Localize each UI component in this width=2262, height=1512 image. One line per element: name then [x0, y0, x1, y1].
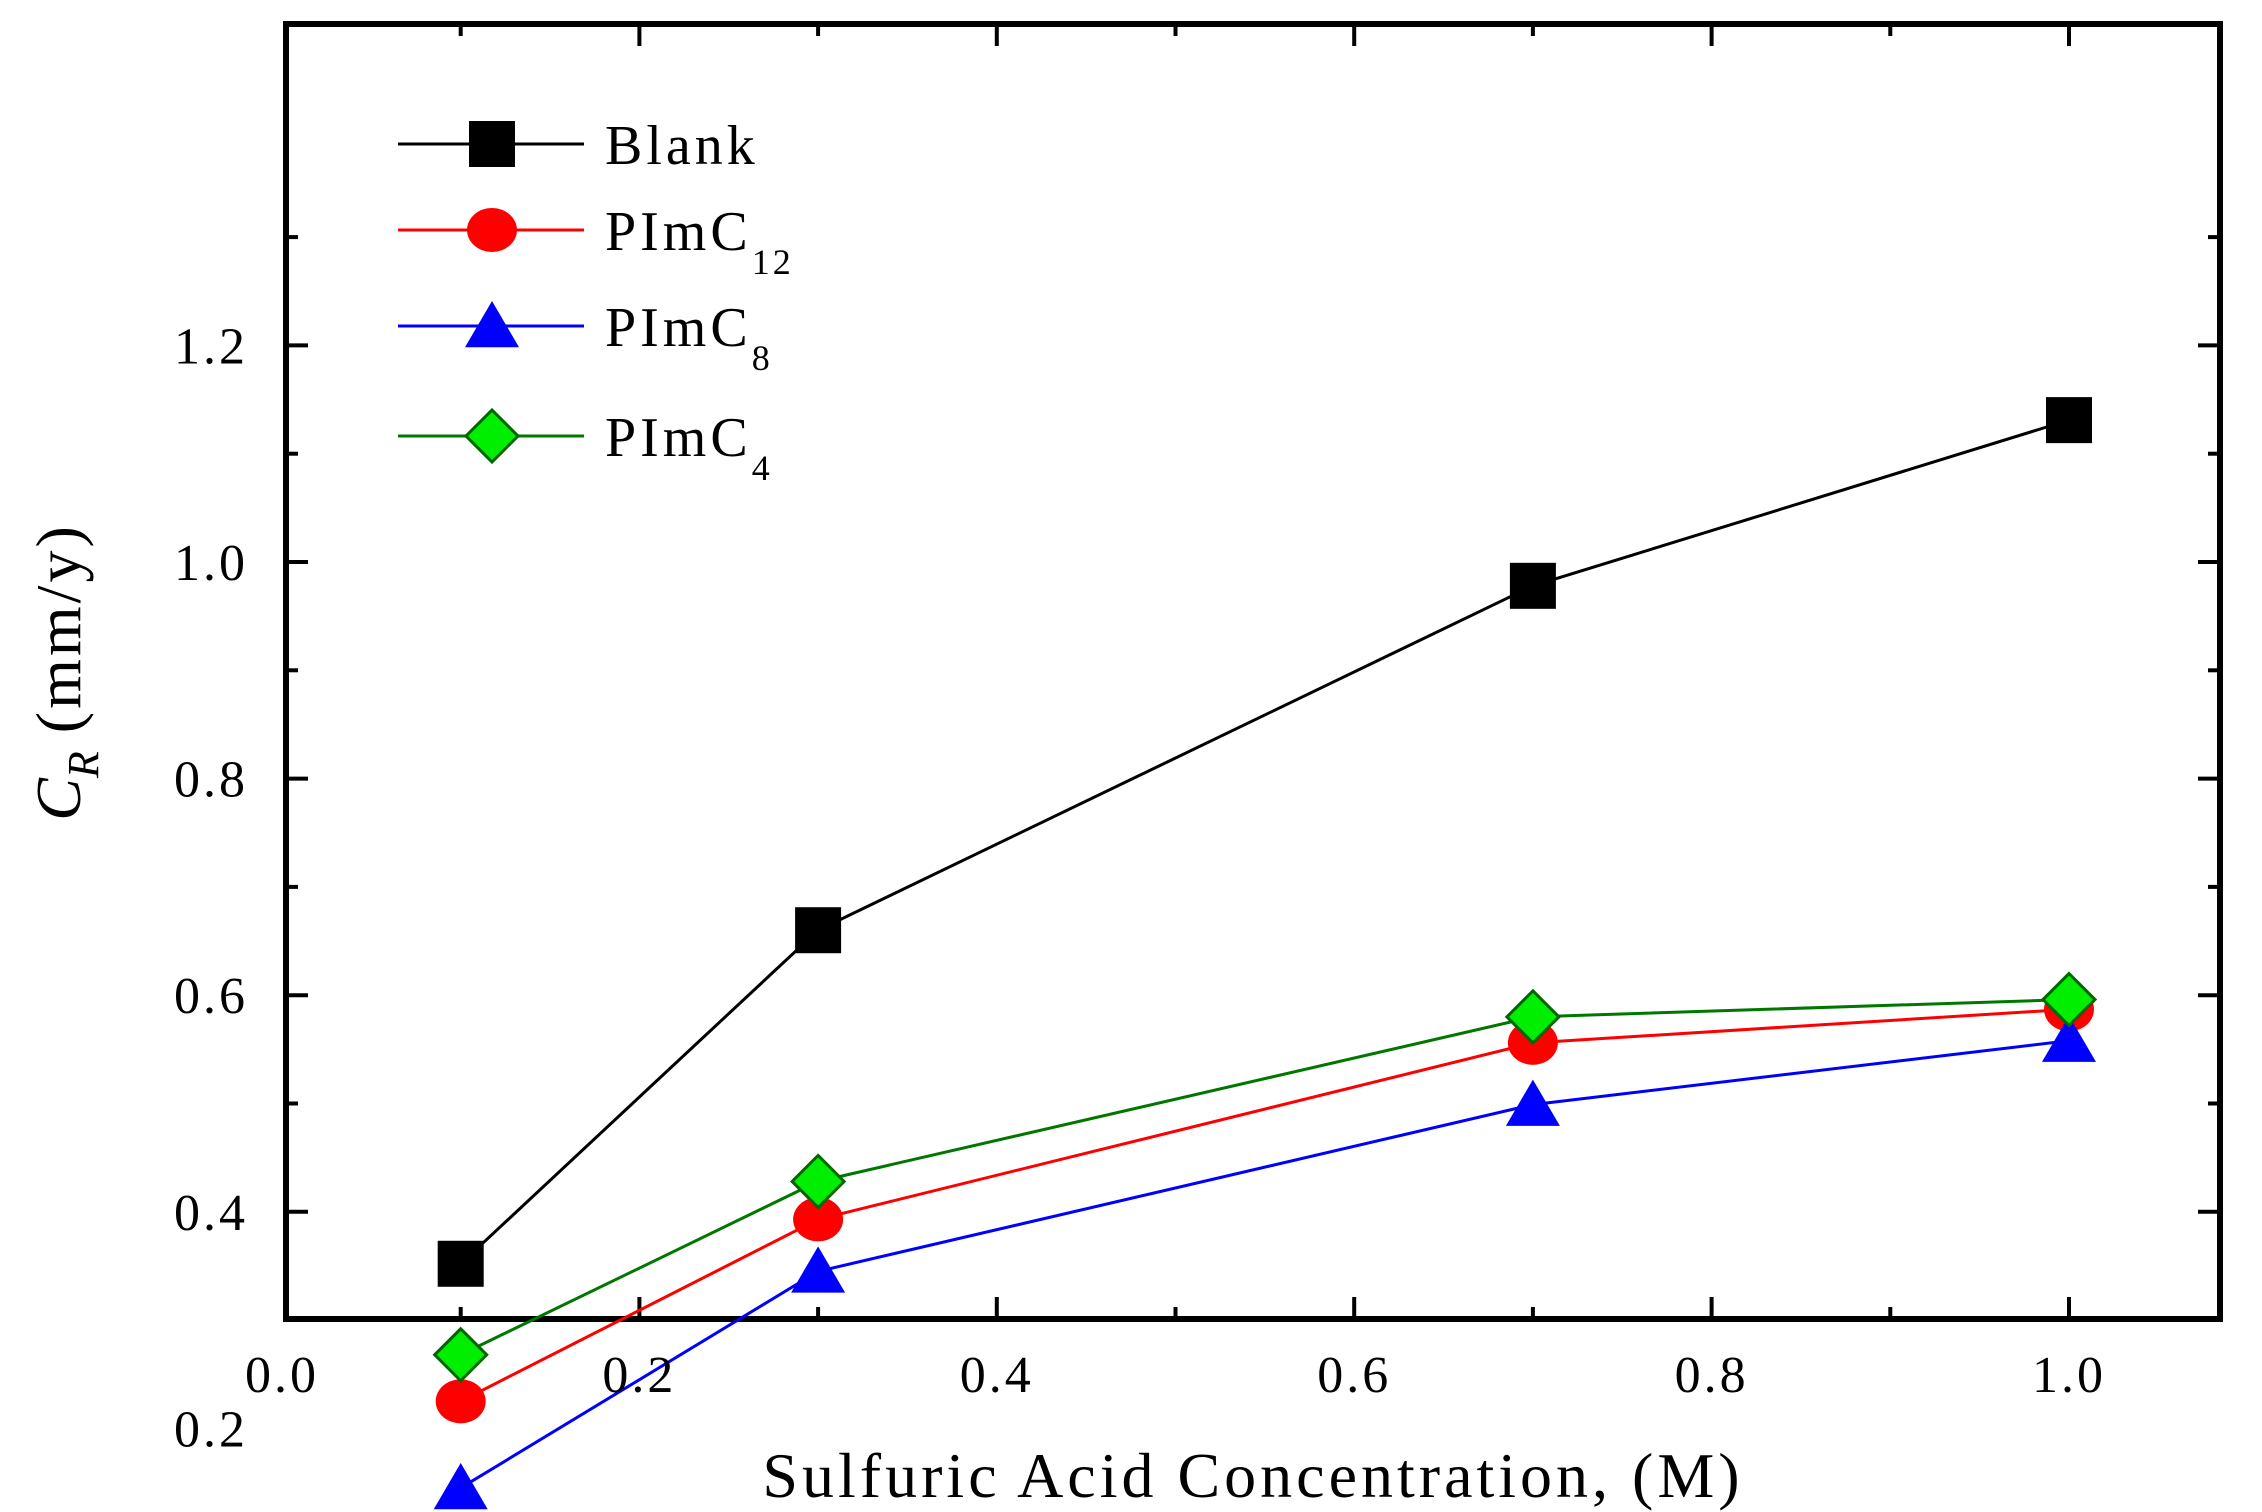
legend-label: Blank: [605, 115, 759, 177]
data-point-circle: [467, 208, 517, 252]
legend-label-base: PImC: [605, 201, 752, 263]
y-axis-title-subscript: R: [59, 751, 108, 779]
data-point-triangle: [433, 1462, 488, 1510]
series-lines: [459, 418, 2070, 1490]
x-tick-label: 0.4: [960, 1347, 1034, 1404]
y-tick-label: 0.2: [174, 1401, 248, 1458]
y-tick-label: 1.0: [174, 535, 248, 592]
data-point-diamond: [2040, 971, 2098, 1028]
legend-label-subscript: 8: [752, 338, 773, 378]
legend-label-subscript: 4: [752, 448, 773, 488]
data-point-triangle: [1505, 1079, 1560, 1126]
y-axis-title-unit: (mm/y): [23, 523, 94, 733]
x-tick-label: 0.6: [1317, 1347, 1391, 1404]
x-tick-label: 0.8: [1675, 1347, 1749, 1404]
data-point-circle: [793, 1197, 844, 1242]
y-tick-label: 0.4: [174, 1185, 248, 1242]
data-point-square: [1509, 562, 1556, 609]
data-point-triangle: [2042, 1015, 2096, 1062]
legend-label: PImC12: [605, 201, 794, 282]
y-axis-title: CR (mm/y): [23, 523, 108, 821]
data-point-diamond: [432, 1326, 489, 1383]
data-point-square: [2046, 397, 2092, 444]
data-point-square: [469, 121, 515, 167]
data-point-square: [795, 907, 842, 954]
plot-frame: [283, 21, 2223, 1322]
y-axis-title-main: C: [23, 777, 94, 821]
legend-label: PImC8: [605, 297, 773, 378]
x-tick-label: 0.0: [245, 1347, 319, 1404]
data-point-circle: [435, 1379, 486, 1424]
series-line-pimc4: [460, 998, 2070, 1357]
y-tick-label: 1.2: [174, 318, 248, 375]
series-line-pimc8: [459, 1039, 2070, 1490]
data-point-triangle: [465, 301, 519, 348]
x-tick-label: 0.2: [602, 1347, 676, 1404]
series-line-pimc12: [460, 1007, 2070, 1403]
x-axis-title: Sulfuric Acid Concentration, (M): [762, 1440, 1743, 1511]
data-point-triangle: [791, 1246, 846, 1293]
legend-label-base: PImC: [605, 407, 752, 469]
data-point-square: [437, 1240, 484, 1287]
legend-label-base: PImC: [605, 297, 752, 359]
series-line-blank: [459, 418, 2070, 1265]
y-tick-label: 0.6: [174, 968, 248, 1025]
legend-label-subscript: 12: [752, 242, 794, 282]
x-tick-label: 1.0: [2032, 1347, 2106, 1404]
data-point-diamond: [789, 1153, 847, 1210]
data-point-diamond: [463, 407, 521, 465]
y-tick-label: 0.8: [174, 752, 248, 809]
legend-label: PImC4: [605, 407, 773, 488]
data-point-diamond: [1504, 988, 1562, 1045]
series-markers: [432, 397, 2098, 1510]
legend-label-base: Blank: [605, 115, 759, 177]
axis-ticks: [286, 24, 2220, 1319]
